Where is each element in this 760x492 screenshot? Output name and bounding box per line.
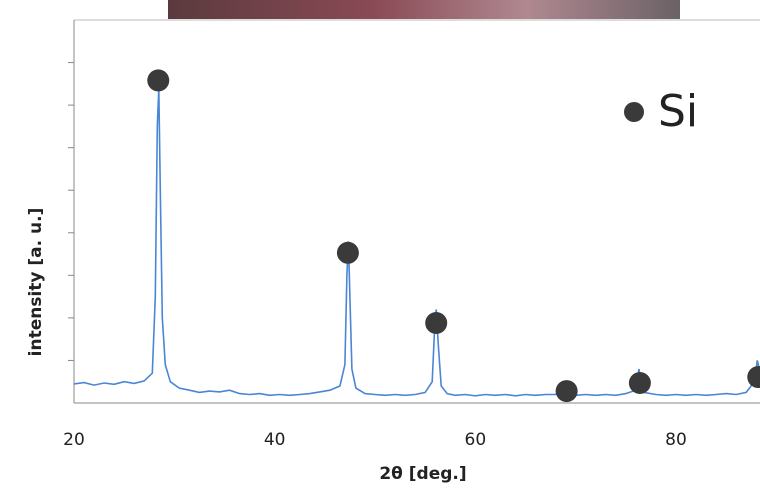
x-tick-label: 80 (665, 430, 687, 450)
legend-label: Si (658, 86, 698, 137)
si-marker (336, 241, 359, 264)
x-tick-label: 40 (264, 430, 286, 450)
si-marker (147, 69, 170, 92)
si-marker (628, 371, 651, 394)
si-marker (747, 366, 760, 389)
photo-strip (168, 0, 680, 19)
legend-marker (624, 102, 644, 122)
si-marker (425, 311, 448, 334)
x-tick-label: 60 (465, 430, 487, 450)
x-axis-title: 2θ [deg.] (379, 464, 466, 484)
x-tick-label: 20 (63, 430, 85, 450)
y-axis-title: intensity [a. u.] (26, 208, 46, 357)
si-marker (555, 380, 578, 403)
